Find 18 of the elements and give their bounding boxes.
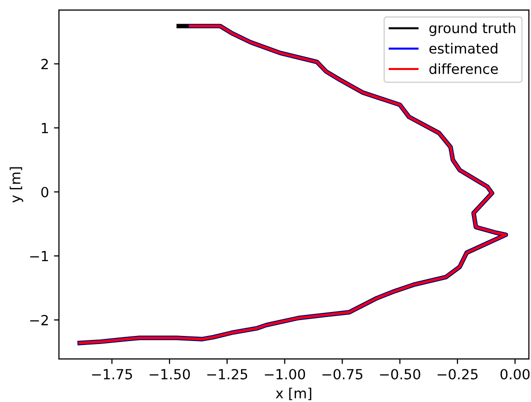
- x-tick-label: −1.00: [264, 368, 306, 380]
- x-tick-label: −0.75: [322, 368, 362, 380]
- y-tick-label: −1: [30, 251, 48, 262]
- legend-label: estimated: [429, 42, 498, 54]
- x-axis-title: x [m]: [276, 388, 312, 400]
- y-tick-label: 0: [41, 186, 48, 198]
- y-tick-label: 1: [42, 123, 48, 134]
- x-tick-label: −0.25: [438, 368, 478, 380]
- x-tick-label: −1.50: [150, 368, 190, 380]
- x-tick-label: 0.00: [500, 368, 530, 380]
- y-tick-label: −2: [30, 314, 48, 326]
- x-tick-label: −1.25: [207, 368, 248, 380]
- y-axis-title: y [m]: [10, 167, 24, 203]
- y-tick-label: 2: [41, 58, 48, 70]
- legend-label: ground truth: [429, 22, 516, 36]
- x-tick-label: −1.75: [92, 369, 132, 380]
- legend-label: difference: [429, 63, 498, 74]
- x-tick-label: −0.50: [380, 368, 420, 380]
